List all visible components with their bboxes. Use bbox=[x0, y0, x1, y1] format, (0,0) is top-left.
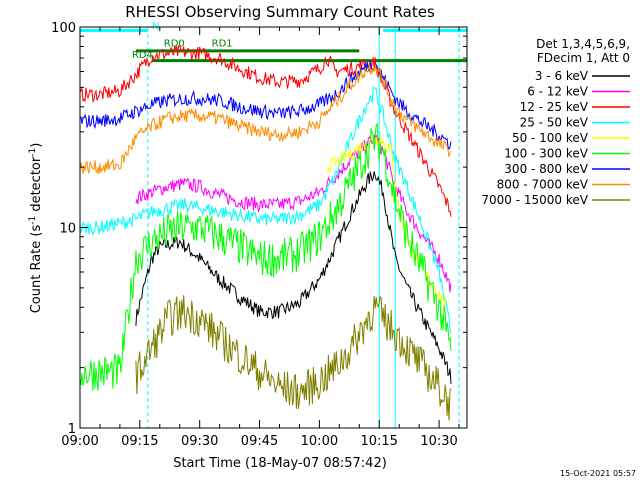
x-tick-label-6: 10:30 bbox=[420, 434, 457, 449]
legend-label-2: 12 - 25 keV bbox=[520, 100, 589, 114]
legend-label-4: 50 - 100 keV bbox=[512, 131, 589, 145]
series-line-1 bbox=[135, 134, 452, 293]
x-axis-label: Start Time (18-May-07 08:57:42) bbox=[173, 456, 387, 471]
legend: Det 1,3,4,5,6,9, FDecim 1, Att 0 3 - 6 k… bbox=[481, 37, 630, 207]
series-line-7 bbox=[79, 64, 452, 175]
y-axis-label-end: ) bbox=[29, 143, 44, 148]
axis-ticks: 09:00 09:15 09:30 09:45 10:00 10:15 10:30 1 10 10… bbox=[51, 21, 467, 449]
y-axis-label-exp2: -1 bbox=[28, 148, 38, 157]
chart-title: RHESSI Observing Summary Count Rates bbox=[125, 3, 435, 21]
y-tick-label-2: 100 bbox=[51, 21, 76, 36]
annotation-3: RD1 bbox=[212, 38, 233, 49]
x-tick-label-1: 09:15 bbox=[121, 434, 158, 449]
x-tick-label-5: 10:15 bbox=[360, 434, 397, 449]
y-axis-label-mid: detector bbox=[29, 156, 44, 216]
legend-label-0: 3 - 6 keV bbox=[535, 69, 589, 83]
x-tick-label-4: 10:00 bbox=[301, 434, 338, 449]
legend-label-7: 800 - 7000 keV bbox=[497, 178, 589, 192]
legend-label-6: 300 - 800 keV bbox=[504, 162, 588, 176]
series-line-2 bbox=[79, 44, 452, 217]
annotation-1: RD0 bbox=[164, 38, 185, 49]
legend-label-8: 7000 - 15000 keV bbox=[481, 193, 588, 207]
legend-label-1: 6 - 12 keV bbox=[527, 85, 589, 99]
legend-label-5: 100 - 300 keV bbox=[504, 147, 588, 161]
series-line-4 bbox=[326, 136, 448, 309]
x-tick-label-0: 09:00 bbox=[61, 434, 98, 449]
series-line-5 bbox=[79, 122, 452, 391]
x-tick-label-2: 09:30 bbox=[181, 434, 218, 449]
legend-label-3: 25 - 50 keV bbox=[520, 116, 589, 130]
y-axis-label-exp1: -1 bbox=[28, 216, 38, 225]
legend-header-line1: Det 1,3,4,5,6,9, bbox=[536, 37, 630, 51]
y-tick-label-1: 10 bbox=[59, 222, 76, 237]
footer-date: 15-Oct-2021 05:57 bbox=[560, 469, 636, 478]
y-axis-label: Count Rate (s-1 detector-1) bbox=[28, 143, 44, 314]
annotation-2: RD4 bbox=[132, 50, 153, 61]
y-tick-label-0: 1 bbox=[68, 422, 76, 437]
series-line-8 bbox=[135, 295, 452, 421]
series-line-6 bbox=[79, 61, 452, 151]
series-line-3 bbox=[79, 86, 452, 334]
series-line-0 bbox=[135, 171, 452, 384]
x-tick-label-3: 09:45 bbox=[241, 434, 278, 449]
y-axis-label-main: Count Rate (s bbox=[29, 225, 44, 314]
legend-header-line2: FDecim 1, Att 0 bbox=[537, 51, 630, 65]
